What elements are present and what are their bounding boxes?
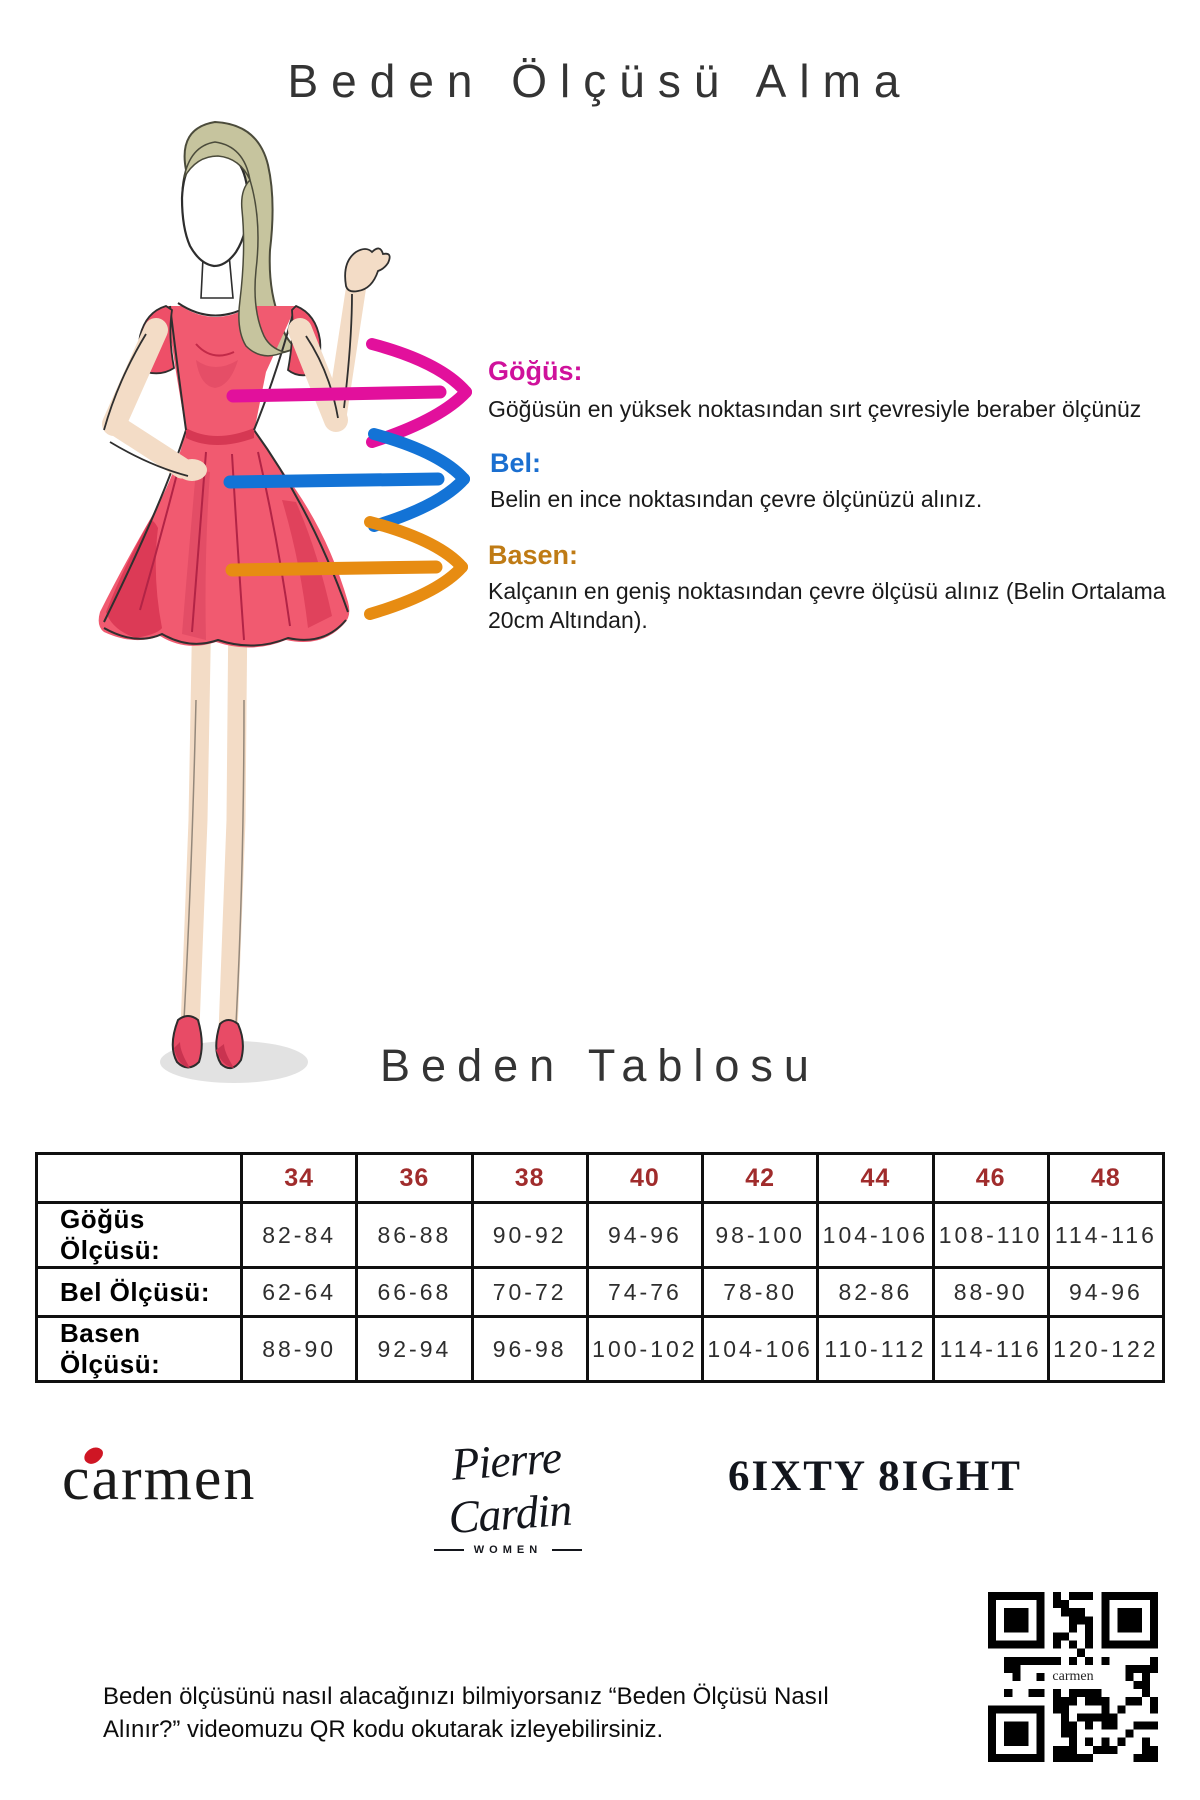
- table-cell: 86-88: [355, 1201, 474, 1269]
- brand-logo-6ixty8ight: 6IXTY 8IGHT: [728, 1453, 1022, 1500]
- table-cell: 90-92: [470, 1201, 589, 1269]
- size-col-header: 44: [816, 1152, 935, 1204]
- qr-code: carmen: [988, 1592, 1158, 1762]
- size-table: 34 36 38 40 42 44 46 48 Göğüs Ölçüsü: 82…: [35, 1152, 1166, 1383]
- table-cell: 88-90: [931, 1266, 1050, 1318]
- brand-logo-carmen: carmen: [62, 1443, 256, 1515]
- brand-logo-pierre-cardin: Pierre Cardin WOMEN: [388, 1431, 628, 1556]
- table-cell: 66-68: [355, 1266, 474, 1318]
- size-col-header: 38: [470, 1152, 589, 1204]
- row-label: Basen Ölçüsü:: [35, 1315, 243, 1383]
- waist-label: Bel:: [490, 448, 542, 478]
- table-cell: 104-106: [816, 1201, 935, 1269]
- measurement-arrows: [223, 338, 472, 620]
- size-col-header: 40: [585, 1152, 705, 1204]
- waist-description: Belin en ince noktasından çevre ölçünüzü…: [490, 486, 983, 512]
- table-cell: 92-94: [355, 1315, 474, 1383]
- table-cell: 82-86: [816, 1266, 935, 1318]
- right-hand: [344, 247, 391, 293]
- empty-corner-cell: [35, 1152, 243, 1204]
- table-cell: 114-116: [931, 1315, 1050, 1383]
- size-table-title: Beden Tablosu: [380, 1040, 820, 1091]
- row-label: Bel Ölçüsü:: [35, 1266, 243, 1318]
- pierre-cardin-women-label: WOMEN: [388, 1544, 628, 1556]
- table-cell: 108-110: [931, 1201, 1050, 1269]
- table-cell: 74-76: [585, 1266, 705, 1318]
- callout-chest: Göğüs: Göğüsün en yüksek noktasından sır…: [488, 356, 1141, 424]
- size-col-header: 46: [931, 1152, 1050, 1204]
- size-header-row: 34 36 38 40 42 44 46 48: [35, 1152, 1166, 1204]
- table-cell: 78-80: [700, 1266, 820, 1318]
- hip-label: Basen:: [488, 540, 579, 570]
- table-cell: 82-84: [239, 1201, 359, 1269]
- hip-row: Basen Ölçüsü: 88-90 92-94 96-98 100-102 …: [35, 1315, 1166, 1383]
- table-cell: 94-96: [585, 1201, 705, 1269]
- table-cell: 120-122: [1046, 1315, 1166, 1383]
- model-illustration: [98, 120, 391, 1083]
- page-title: Beden Ölçüsü Alma: [287, 55, 913, 107]
- table-cell: 88-90: [239, 1315, 359, 1383]
- chest-arrow: [226, 338, 472, 448]
- hip-arrow: [225, 516, 468, 620]
- table-cell: 94-96: [1046, 1266, 1166, 1318]
- size-col-header: 48: [1046, 1152, 1166, 1204]
- left-arm: [102, 318, 168, 436]
- size-col-header: 42: [700, 1152, 820, 1204]
- size-col-header: 36: [355, 1152, 474, 1204]
- left-leg: [180, 590, 212, 1038]
- table-cell: 62-64: [239, 1266, 359, 1318]
- right-leg: [218, 590, 248, 1042]
- waist-row: Bel Ölçüsü: 62-64 66-68 70-72 74-76 78-8…: [35, 1266, 1166, 1318]
- table-cell: 100-102: [585, 1315, 705, 1383]
- table-cell: 96-98: [470, 1315, 589, 1383]
- footer-note: Beden ölçüsünü nasıl alacağınızı bilmiyo…: [103, 1683, 829, 1744]
- table-cell: 70-72: [470, 1266, 589, 1318]
- waist-arrow: [223, 428, 470, 532]
- table-cell: 110-112: [816, 1315, 935, 1383]
- table-cell: 104-106: [700, 1315, 820, 1383]
- pierre-cardin-logo-text: Pierre Cardin: [446, 1431, 573, 1544]
- callout-hip: Basen: Kalçanın en geniş noktasından çev…: [488, 540, 1168, 636]
- chest-label: Göğüs:: [488, 356, 583, 386]
- table-cell: 98-100: [700, 1201, 820, 1269]
- hip-description: Kalçanın en geniş noktasından çevre ölçü…: [488, 578, 1166, 634]
- chest-description: Göğüsün en yüksek noktasından sırt çevre…: [488, 396, 1142, 422]
- callout-waist: Bel: Belin en ince noktasından çevre ölç…: [490, 448, 982, 514]
- size-col-header: 34: [239, 1152, 359, 1204]
- row-label: Göğüs Ölçüsü:: [35, 1201, 243, 1269]
- qr-center-label: carmen: [1049, 1670, 1097, 1684]
- qr-code-pattern: [988, 1592, 1158, 1762]
- hair-lock: [238, 178, 287, 357]
- chest-row: Göğüs Ölçüsü: 82-84 86-88 90-92 94-96 98…: [35, 1201, 1166, 1269]
- table-cell: 114-116: [1046, 1201, 1166, 1269]
